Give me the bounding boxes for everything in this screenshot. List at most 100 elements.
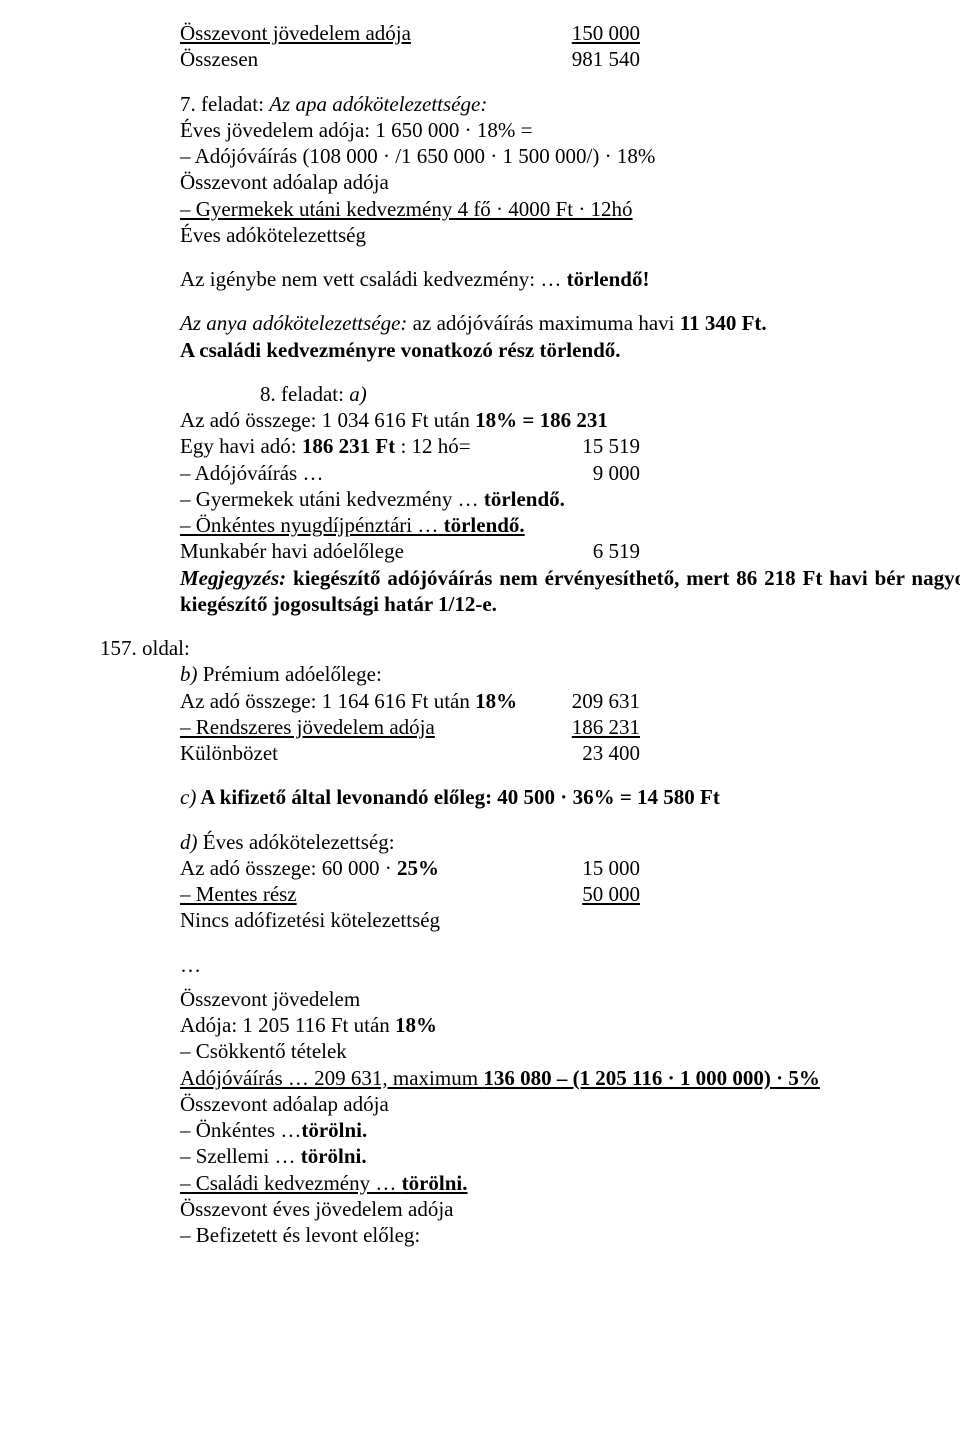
p157-d1-wrap: Az adó összege: 60 000 · 25% [180,855,520,881]
p157-l3v: 23 400 [520,740,640,766]
p157-d-head-i: d) [180,830,198,854]
f8-l2-wrap: Egy havi adó: 186 231 Ft : 12 hó= [180,433,520,459]
f7-l2: – Adójóváírás (108 000 · /1 650 000 · 1 … [180,143,655,169]
p157-d1v: 15 000 [520,855,640,881]
f7-v2: 81 000 [950,143,960,169]
p157-c-head: c) [180,785,196,809]
f8-l4a: – Gyermekek utáni kedvezmény … [180,487,479,511]
p157-c-text: A kifizető által levonandó előleg: 40 50… [196,785,720,809]
f8-l2v: 15 519 [520,433,640,459]
f7-head: 7. feladat: [180,92,269,116]
bottom-v9: 91 097 [950,1196,960,1222]
bottom-l9: Összevont éves jövedelem adója [180,1196,454,1222]
bottom-l8a: – Családi kedvezmény … [180,1171,402,1195]
p157-l1b: 18% [475,689,517,713]
p157-d-title: Éves adókötelezettség: [198,830,395,854]
f7-l4: – Gyermekek utáni kedvezmény 4 fő · 4000… [180,196,633,222]
f7-p1a: Az igénybe nem vett családi kedvezmény: … [180,267,561,291]
f8-l1b: 18% = 186 231 [475,408,608,432]
f8-l4b: törlendő. [479,487,565,511]
top-v2: 981 540 [520,46,640,72]
f8-note-a: Megjegyzés: [180,566,293,590]
bottom-v2: 216 921 [950,1012,960,1038]
bottom-dots: … [180,952,960,978]
f8-l1: Az adó összege: 1 034 616 Ft után 18% = … [180,407,960,433]
bottom-l10: – Befizetett és levont előleg: [180,1222,960,1248]
f7-l3: Összevont adóalap adója [180,169,389,195]
bottom-l4-wrap: Adójóváírás … 209 631, maximum 136 080 –… [180,1065,820,1091]
p157-b-title: Prémium adóelőlege: [198,662,382,686]
f7-heading: 7. feladat: Az apa adókötelezettsége: [180,91,960,117]
f7-v4: 192 000 [950,196,960,222]
p157-b-head: b) Prémium adóelőlege: [180,661,960,687]
f8-l5: – Önkéntes nyugdíjpénztári … törlendő. . [180,512,960,538]
f8-note-b: kiegészítő adójóváírás nem érvényesíthet… [180,566,960,616]
p157-d3: Nincs adófizetési kötelezettség [180,907,960,933]
top-l2: Összesen [180,46,520,72]
bottom-l7b: törölni. [301,1144,367,1168]
f8-l2c: : 12 hó= [395,434,470,458]
f7-title: Az apa adókötelezettsége: [269,92,487,116]
bottom-v4: 125 824 [950,1065,960,1091]
p157-l2v: 186 231 [520,714,640,740]
bottom-l4a: Adójóváírás … 209 631, maximum [180,1066,483,1090]
bottom-l7a: – Szellemi … [180,1144,301,1168]
bottom-l6a: – Önkéntes … [180,1118,301,1142]
bottom-l8: – Családi kedvezmény … törölni. [180,1170,960,1196]
bottom-l8b: törölni. [402,1171,468,1195]
bottom-l1: Összevont jövedelem [180,986,360,1012]
f8-l6: Munkabér havi adóelőlege [180,538,520,564]
f7-v5: 24 000 [950,222,960,248]
top-l1: Összevont jövedelem adója [180,20,520,46]
f7-l1: Éves jövedelem adója: 1 650 000 · 18% = [180,117,532,143]
bottom-l2b: 18% [395,1013,437,1037]
p157-d2: – Mentes rész [180,881,520,907]
p157-d1a: Az adó összege: 60 000 · [180,856,397,880]
p157-d2v: 50 000 [520,881,640,907]
f7-l5: Éves adókötelezettség [180,222,366,248]
f7-p2a: Az anya adókötelezettsége: [180,311,413,335]
bottom-l2a: Adója: 1 205 116 Ft után [180,1013,395,1037]
f8-note: Megjegyzés: kiegészítő adójóváírás nem é… [180,565,960,618]
bottom-l6b: törölni. [301,1118,367,1142]
f8-head-a: a) [349,382,367,406]
f7-p1b: törlendő! [561,267,649,291]
f8-l5b: törlendő. [438,513,524,537]
bottom-l5: Összevont adóalap adója [180,1091,389,1117]
f8-l5a: – Önkéntes nyugdíjpénztári … [180,513,438,537]
p157-l3: Különbözet [180,740,520,766]
p157-c: c) A kifizető által levonandó előleg: 40… [180,784,960,810]
p157-label: 157. oldal: [100,635,960,661]
p157-d1b: 25% [397,856,439,880]
bottom-l4b: 136 080 – (1 205 116 · 1 000 000) · 5% [483,1066,820,1090]
f8-l2b: 186 231 Ft [302,434,395,458]
f8-heading: 8. feladat: a) [100,381,960,407]
f7-p2b: az adójóváírás maximuma havi [413,311,680,335]
f7-p1: Az igénybe nem vett családi kedvezmény: … [180,266,960,292]
f8-l1a: Az adó összege: 1 034 616 Ft után [180,408,475,432]
f8-head: 8. feladat: [260,382,349,406]
f8-l3v: 9 000 [520,460,640,486]
p157-l1-wrap: Az adó összege: 1 164 616 Ft után 18% [180,688,520,714]
f8-l2a: Egy havi adó: [180,434,302,458]
bottom-v5: 91 097 [950,1091,960,1117]
bottom-l3: – Csökkentő tételek [180,1038,960,1064]
p157-l1a: Az adó összege: 1 164 616 Ft után [180,689,475,713]
bottom-l7: – Szellemi … törölni. [180,1143,960,1169]
f7-v1: 297 000 [950,117,960,143]
p157-d-head: d) Éves adókötelezettség: [180,829,960,855]
f8-l3: – Adójóváírás … [180,460,520,486]
p157-l2: – Rendszeres jövedelem adója [180,714,520,740]
f8-l6v: 6 519 [520,538,640,564]
f7-p2: Az anya adókötelezettsége: az adójóváírá… [180,310,960,336]
f7-v3: 216 000 [950,169,960,195]
p157-l1v: 209 631 [520,688,640,714]
p157-b-head-i: b) [180,662,198,686]
bottom-l6: – Önkéntes …törölni. [180,1117,960,1143]
f8-l4: – Gyermekek utáni kedvezmény … törlendő. [180,486,960,512]
f7-p2c: 11 340 Ft. [680,311,767,335]
f7-p3: A családi kedvezményre vonatkozó rész tö… [180,337,960,363]
bottom-l2-wrap: Adója: 1 205 116 Ft után 18% [180,1012,437,1038]
top-v1: 150 000 [520,20,640,46]
bottom-v1: 1 205 116 [950,986,960,1012]
